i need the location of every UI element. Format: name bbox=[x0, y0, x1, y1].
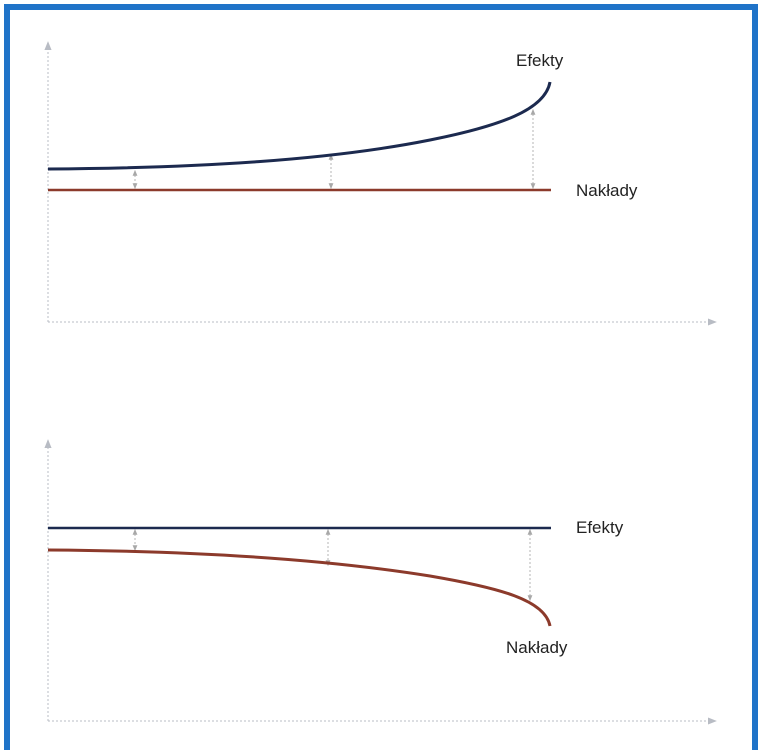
top-panel: Efekty Nakłady bbox=[44, 41, 717, 326]
top-inputs-label: Nakłady bbox=[576, 181, 638, 200]
bottom-effects-label: Efekty bbox=[576, 518, 624, 537]
bottom-inputs-curve bbox=[47, 548, 552, 627]
diagram-frame bbox=[4, 4, 758, 750]
bottom-panel: Efekty Nakłady bbox=[44, 439, 717, 725]
bottom-inputs-label: Nakłady bbox=[506, 638, 568, 657]
top-effects-curve bbox=[47, 81, 552, 171]
top-effects-label: Efekty bbox=[516, 51, 564, 70]
